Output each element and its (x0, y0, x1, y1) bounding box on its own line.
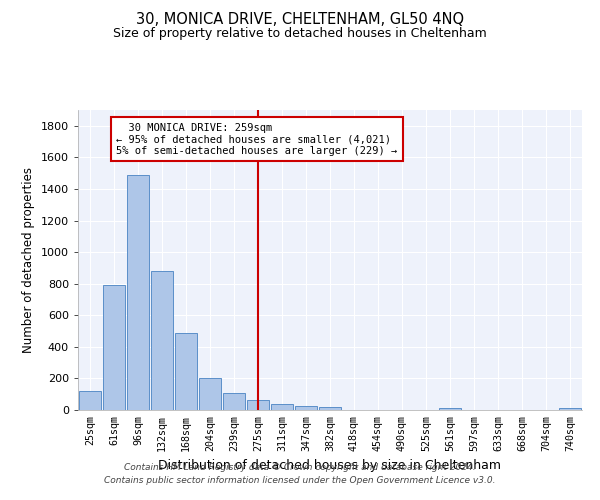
Bar (199, 378, 221, 410)
Bar (151, 271, 173, 410)
Text: Size of property relative to detached houses in Cheltenham: Size of property relative to detached ho… (113, 28, 487, 40)
Y-axis label: Number of detached properties: Number of detached properties (22, 167, 35, 353)
Bar (127, 174, 149, 410)
Bar (175, 332, 197, 410)
Bar (223, 394, 245, 410)
Bar (319, 406, 341, 410)
Text: 30 MONICA DRIVE: 259sqm  
← 95% of detached houses are smaller (4,021)
5% of sem: 30 MONICA DRIVE: 259sqm ← 95% of detache… (116, 122, 398, 156)
Bar (295, 406, 317, 410)
Bar (559, 408, 581, 410)
Text: 30, MONICA DRIVE, CHELTENHAM, GL50 4NQ: 30, MONICA DRIVE, CHELTENHAM, GL50 4NQ (136, 12, 464, 28)
Bar (247, 400, 269, 410)
Bar (79, 391, 101, 410)
Text: Contains HM Land Registry data © Crown copyright and database right 2024.
Contai: Contains HM Land Registry data © Crown c… (104, 464, 496, 485)
Bar (439, 408, 461, 410)
X-axis label: Distribution of detached houses by size in Cheltenham: Distribution of detached houses by size … (158, 459, 502, 472)
Bar (103, 286, 125, 410)
Bar (271, 404, 293, 410)
